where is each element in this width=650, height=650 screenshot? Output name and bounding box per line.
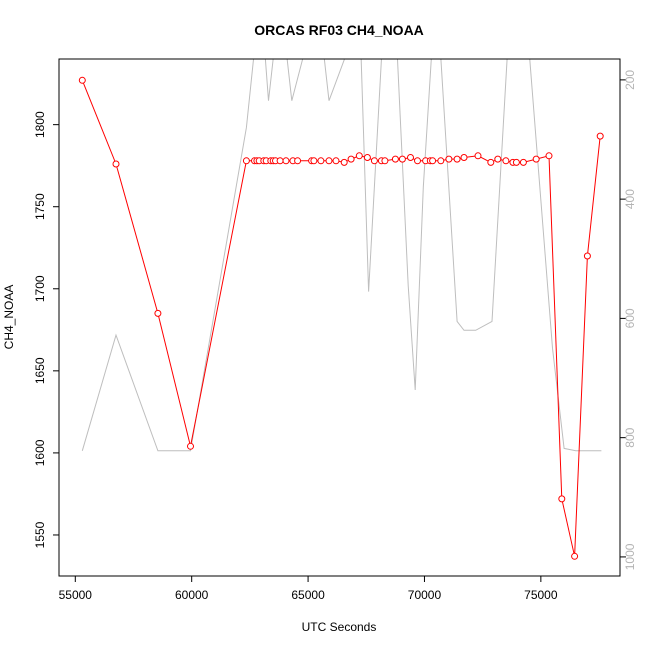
y2-tick-label: 600 xyxy=(623,308,637,328)
data-point xyxy=(112,160,120,168)
data-point xyxy=(545,152,553,160)
data-point xyxy=(487,158,495,166)
data-point xyxy=(414,157,421,165)
data-point xyxy=(347,155,355,163)
y-tick-label: 1750 xyxy=(33,193,47,220)
chart-title: ORCAS RF03 CH4_NOAA xyxy=(254,22,424,38)
data-point xyxy=(282,157,290,165)
data-point xyxy=(154,309,162,317)
y2-tick-label: 800 xyxy=(623,427,637,447)
data-point xyxy=(276,157,284,165)
y-tick-label: 1600 xyxy=(33,439,47,466)
y-tick-label: 1650 xyxy=(33,357,47,384)
x-tick-label: 75000 xyxy=(524,588,558,602)
x-tick-label: 55000 xyxy=(59,588,93,602)
y2-tick-label: 1000 xyxy=(623,543,637,570)
y2-tick-label: 200 xyxy=(623,70,637,90)
data-point xyxy=(519,158,527,166)
data-point xyxy=(242,157,250,165)
axes-layer: 55000 60000 65000 70000 75000 1550 1600 1650 170… xyxy=(33,70,637,602)
data-point xyxy=(445,155,453,163)
data-point xyxy=(583,252,591,260)
data-point xyxy=(332,157,340,165)
data-point xyxy=(381,157,389,165)
data-point xyxy=(437,157,445,165)
data-point xyxy=(310,157,318,165)
x-tick-label: 60000 xyxy=(175,588,209,602)
data-point xyxy=(571,552,579,560)
plot-frame xyxy=(58,58,621,577)
x-tick-label: 65000 xyxy=(291,588,325,602)
data-point xyxy=(407,154,414,161)
data-point xyxy=(370,157,378,165)
y-tick-label: 1700 xyxy=(33,275,47,302)
y2-tick-label: 400 xyxy=(623,189,637,209)
data-point xyxy=(294,157,302,165)
data-point xyxy=(355,152,363,160)
y-tick-label: 1800 xyxy=(33,111,47,138)
data-point xyxy=(363,154,371,161)
x-axis-label: UTC Seconds xyxy=(302,620,377,634)
data-point xyxy=(325,157,333,165)
series-layer xyxy=(78,59,604,560)
data-point xyxy=(453,155,461,163)
data-point xyxy=(596,132,604,140)
data-point xyxy=(532,155,540,163)
data-point xyxy=(398,155,406,163)
x-tick-label: 70000 xyxy=(408,588,442,602)
data-point xyxy=(429,157,437,165)
data-point xyxy=(502,157,510,165)
y-tick-label: 1550 xyxy=(33,521,47,548)
data-point xyxy=(460,154,468,161)
data-point xyxy=(558,495,566,503)
data-point xyxy=(391,155,399,163)
data-point xyxy=(78,76,86,84)
y-axis-label: CH4_NOAA xyxy=(2,285,16,350)
data-point xyxy=(512,158,520,166)
data-point xyxy=(340,158,348,166)
data-point xyxy=(187,442,194,450)
data-point xyxy=(317,157,325,165)
data-point xyxy=(474,152,482,160)
data-point xyxy=(494,155,502,163)
